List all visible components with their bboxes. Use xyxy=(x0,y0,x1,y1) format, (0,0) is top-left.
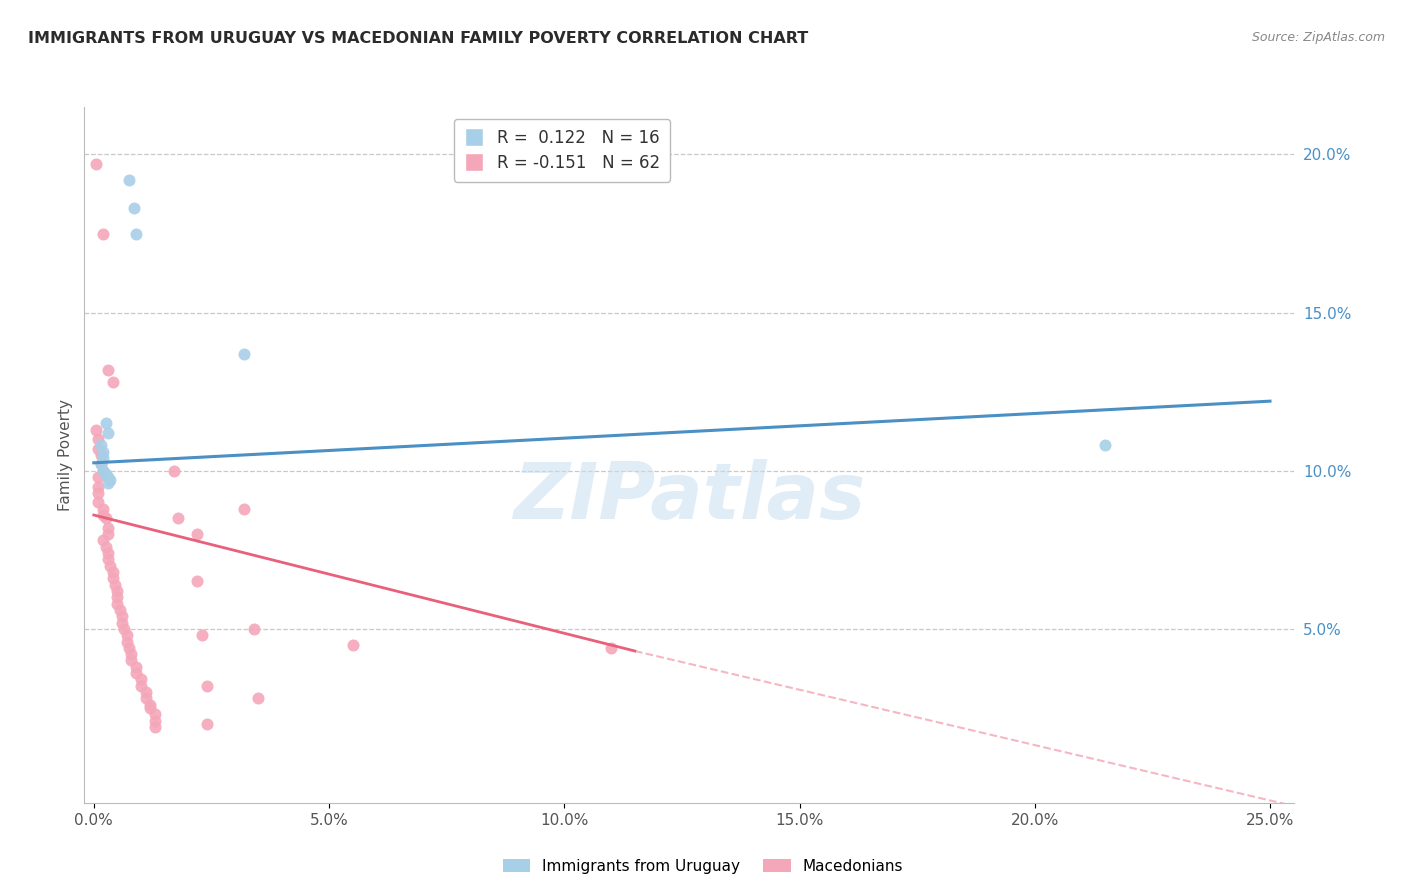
Point xyxy=(90,458,112,472)
Legend: R =  0.122   N = 16, R = -0.151   N = 62: R = 0.122 N = 16, R = -0.151 N = 62 xyxy=(454,119,671,181)
Point xyxy=(112,622,135,636)
Point xyxy=(91,501,114,516)
Point xyxy=(91,444,114,458)
Text: ZIPatlas: ZIPatlas xyxy=(513,458,865,534)
Point xyxy=(94,467,117,481)
Point xyxy=(233,347,256,361)
Point xyxy=(186,574,208,589)
Point xyxy=(143,707,166,722)
Point xyxy=(342,638,364,652)
Point xyxy=(125,227,148,241)
Point xyxy=(90,438,112,452)
Point xyxy=(122,201,145,215)
Point xyxy=(111,615,134,630)
Point xyxy=(233,501,256,516)
Point xyxy=(139,701,162,715)
Point xyxy=(135,691,157,706)
Point xyxy=(97,476,120,491)
Point xyxy=(90,448,112,462)
Point xyxy=(94,417,117,431)
Point xyxy=(129,679,152,693)
Point xyxy=(98,473,121,487)
Point xyxy=(191,628,214,642)
Point xyxy=(91,508,114,522)
Point xyxy=(104,577,127,591)
Point xyxy=(105,583,128,598)
Legend: Immigrants from Uruguay, Macedonians: Immigrants from Uruguay, Macedonians xyxy=(496,853,910,880)
Point xyxy=(118,640,141,655)
Point xyxy=(91,227,114,241)
Point xyxy=(186,527,208,541)
Point xyxy=(115,628,138,642)
Point xyxy=(167,511,190,525)
Point xyxy=(91,464,114,478)
Text: Source: ZipAtlas.com: Source: ZipAtlas.com xyxy=(1251,31,1385,45)
Point xyxy=(135,685,157,699)
Point xyxy=(101,571,124,585)
Point xyxy=(91,533,114,548)
Point xyxy=(101,375,124,389)
Point xyxy=(84,423,107,437)
Point xyxy=(115,634,138,648)
Point xyxy=(87,470,110,484)
Point xyxy=(87,442,110,456)
Point xyxy=(101,565,124,579)
Point xyxy=(247,691,270,706)
Point xyxy=(87,479,110,493)
Point xyxy=(118,173,141,187)
Point xyxy=(120,647,142,661)
Point xyxy=(87,432,110,446)
Y-axis label: Family Poverty: Family Poverty xyxy=(58,399,73,511)
Point xyxy=(97,425,120,440)
Point xyxy=(600,640,623,655)
Point xyxy=(129,673,152,687)
Point xyxy=(91,451,114,466)
Point xyxy=(84,157,107,171)
Point xyxy=(125,666,148,681)
Point xyxy=(97,546,120,560)
Point xyxy=(143,714,166,728)
Point xyxy=(98,558,121,573)
Point xyxy=(97,521,120,535)
Point xyxy=(90,458,112,472)
Point xyxy=(87,495,110,509)
Point xyxy=(91,464,114,478)
Point xyxy=(97,470,120,484)
Point xyxy=(120,653,142,667)
Point xyxy=(1094,438,1116,452)
Point xyxy=(111,609,134,624)
Point xyxy=(97,362,120,376)
Point xyxy=(97,552,120,566)
Point xyxy=(97,527,120,541)
Point xyxy=(125,660,148,674)
Point xyxy=(94,511,117,525)
Point xyxy=(87,486,110,500)
Point xyxy=(105,591,128,605)
Point xyxy=(143,720,166,734)
Point xyxy=(163,464,186,478)
Point xyxy=(139,698,162,712)
Point xyxy=(105,597,128,611)
Point xyxy=(242,622,264,636)
Point xyxy=(195,679,218,693)
Text: IMMIGRANTS FROM URUGUAY VS MACEDONIAN FAMILY POVERTY CORRELATION CHART: IMMIGRANTS FROM URUGUAY VS MACEDONIAN FA… xyxy=(28,31,808,46)
Point xyxy=(94,540,117,554)
Point xyxy=(108,603,131,617)
Point xyxy=(195,716,218,731)
